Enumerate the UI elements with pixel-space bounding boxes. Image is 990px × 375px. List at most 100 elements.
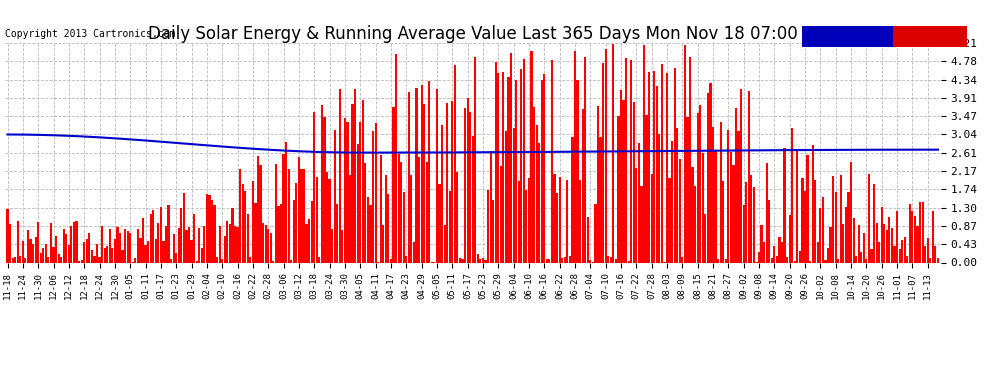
Bar: [67, 245, 70, 262]
Bar: [329, 179, 331, 262]
Bar: [681, 257, 683, 262]
Bar: [697, 113, 699, 262]
Bar: [520, 69, 523, 262]
Bar: [600, 137, 602, 262]
Bar: [817, 242, 819, 262]
Bar: [722, 181, 725, 262]
Bar: [553, 174, 555, 262]
Bar: [247, 214, 248, 262]
Bar: [612, 44, 615, 262]
Bar: [418, 157, 420, 262]
Bar: [922, 201, 924, 262]
Bar: [807, 156, 809, 262]
Bar: [820, 208, 822, 262]
Bar: [262, 223, 264, 262]
Bar: [93, 256, 95, 262]
Bar: [91, 250, 93, 262]
Bar: [441, 125, 444, 262]
Bar: [461, 259, 463, 262]
Bar: [893, 246, 896, 262]
Bar: [104, 248, 106, 262]
Bar: [791, 128, 793, 262]
Bar: [633, 102, 635, 262]
Bar: [735, 108, 738, 262]
Bar: [919, 202, 921, 262]
Bar: [196, 261, 198, 262]
Bar: [198, 228, 200, 262]
Bar: [114, 238, 116, 262]
Bar: [232, 209, 234, 262]
Bar: [673, 68, 676, 262]
Bar: [224, 236, 226, 262]
Bar: [306, 224, 308, 262]
Bar: [311, 201, 313, 262]
Bar: [152, 210, 154, 262]
Bar: [403, 192, 405, 262]
Bar: [602, 63, 604, 262]
Bar: [50, 223, 52, 262]
Bar: [167, 206, 169, 262]
Bar: [162, 241, 164, 262]
Bar: [589, 260, 591, 262]
Bar: [625, 58, 628, 262]
Bar: [157, 223, 159, 262]
Bar: [359, 122, 361, 262]
Bar: [117, 228, 119, 262]
Bar: [251, 181, 254, 262]
Bar: [881, 207, 883, 262]
Bar: [135, 258, 137, 262]
Bar: [630, 60, 633, 262]
Bar: [321, 105, 323, 262]
Bar: [844, 207, 847, 262]
Bar: [518, 181, 520, 262]
Bar: [374, 123, 376, 262]
Bar: [392, 107, 395, 262]
Bar: [927, 238, 929, 262]
Bar: [741, 89, 742, 262]
Bar: [686, 117, 688, 262]
Bar: [550, 60, 553, 262]
Bar: [398, 154, 400, 262]
Bar: [838, 259, 840, 262]
Bar: [733, 165, 735, 262]
Bar: [316, 177, 318, 262]
Bar: [904, 237, 906, 262]
Bar: [758, 252, 760, 262]
Bar: [541, 80, 543, 262]
Bar: [650, 174, 652, 262]
Bar: [145, 244, 147, 262]
Bar: [245, 191, 247, 262]
Bar: [214, 205, 216, 262]
Bar: [101, 226, 103, 262]
Bar: [73, 222, 75, 262]
Bar: [906, 256, 909, 262]
Bar: [183, 194, 185, 262]
Bar: [356, 144, 358, 262]
Bar: [704, 214, 707, 262]
Bar: [801, 178, 804, 262]
Bar: [451, 101, 453, 262]
Bar: [208, 195, 211, 262]
Bar: [896, 211, 898, 262]
Bar: [666, 73, 668, 262]
Bar: [912, 211, 914, 262]
Bar: [852, 218, 854, 262]
Bar: [293, 200, 295, 262]
Bar: [857, 225, 859, 262]
Bar: [571, 137, 573, 262]
Bar: [269, 233, 272, 262]
Bar: [351, 105, 353, 262]
Bar: [234, 226, 236, 262]
Bar: [201, 248, 203, 262]
Bar: [290, 260, 292, 262]
Bar: [932, 211, 934, 262]
Bar: [60, 257, 62, 262]
Bar: [177, 228, 180, 262]
Bar: [57, 254, 59, 262]
Bar: [502, 72, 505, 262]
Bar: [495, 62, 497, 262]
Bar: [747, 91, 749, 262]
Bar: [140, 238, 142, 262]
Bar: [832, 176, 835, 262]
Bar: [124, 229, 126, 262]
